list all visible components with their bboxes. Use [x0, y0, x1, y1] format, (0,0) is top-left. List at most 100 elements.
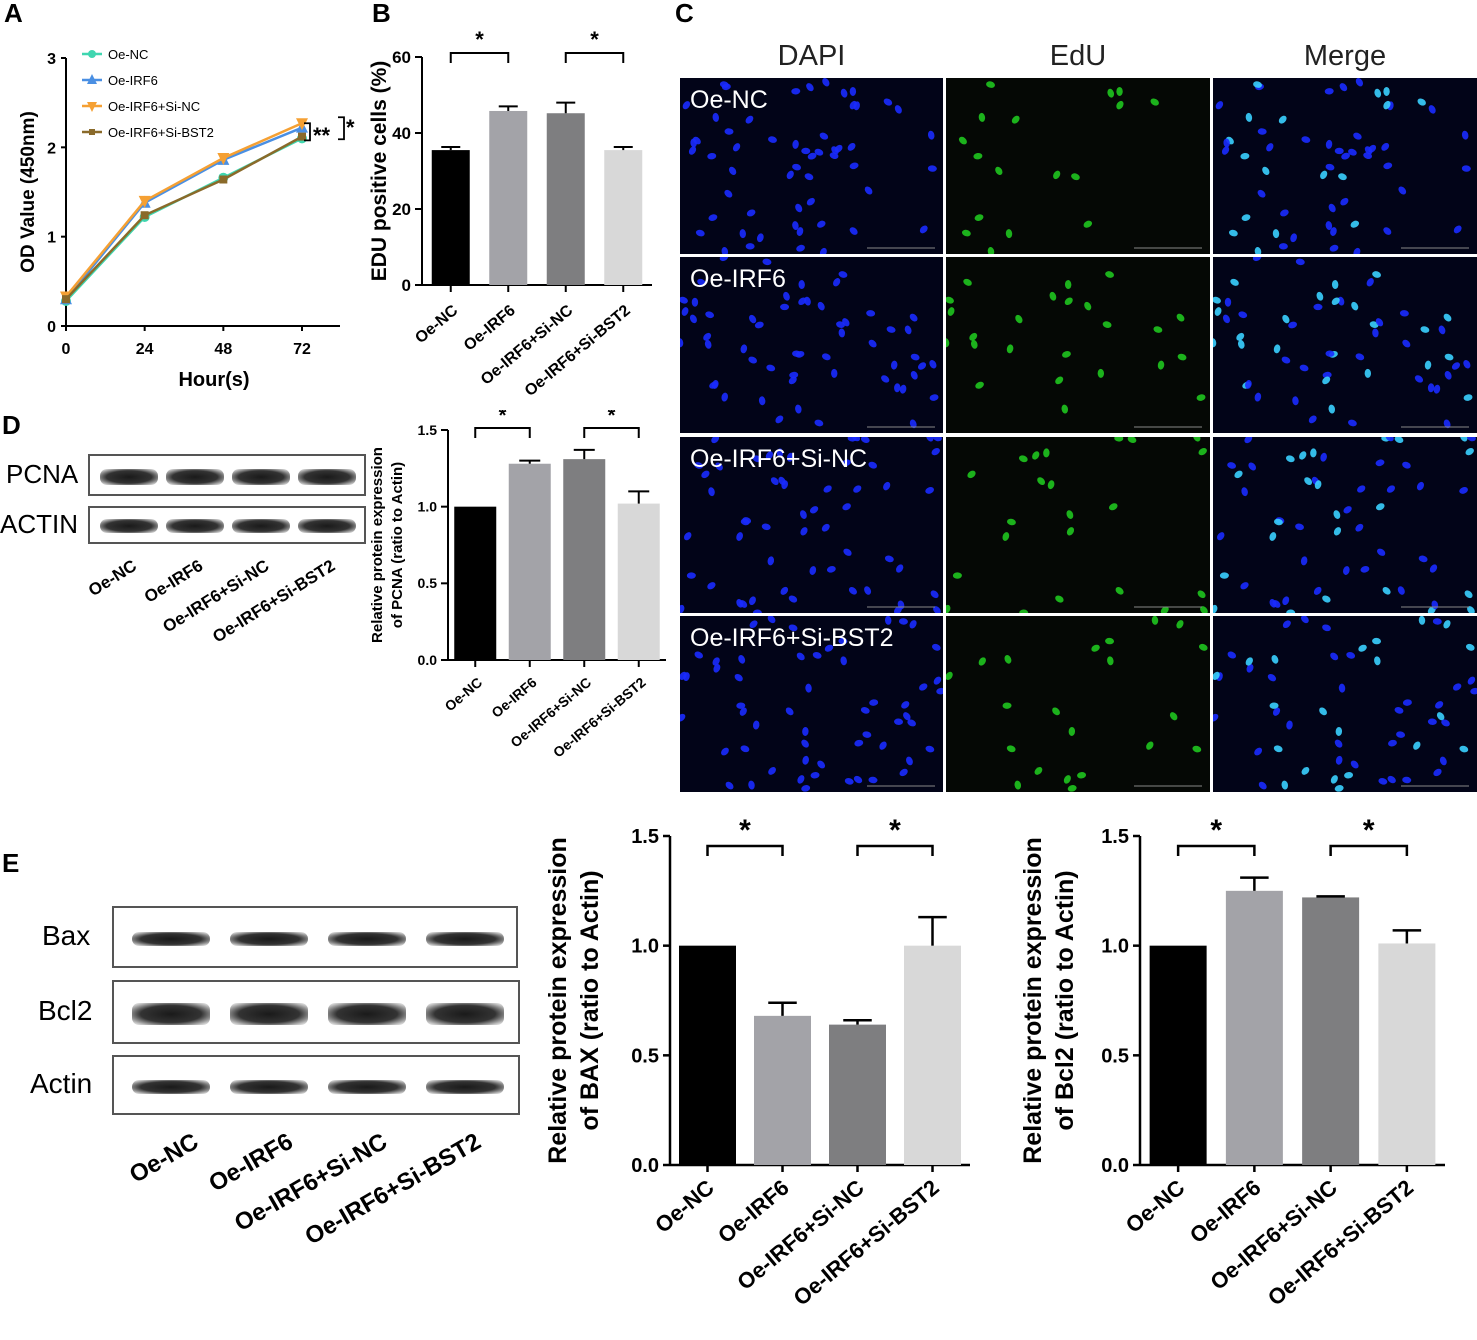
nucleus [749, 314, 757, 324]
nucleus [930, 590, 939, 599]
nucleus [1316, 291, 1324, 301]
nucleus [724, 189, 733, 198]
nucleus [1388, 739, 1397, 747]
x-tick-label: Oe-NC [1121, 1175, 1190, 1238]
nucleus [1240, 582, 1249, 590]
nucleus [1301, 616, 1309, 624]
nucleus [1348, 148, 1357, 156]
nucleus [1230, 278, 1239, 286]
nucleus [1368, 144, 1377, 153]
column-title-merge: Merge [1303, 40, 1387, 72]
nucleus [1234, 470, 1243, 479]
nucleus [740, 344, 748, 354]
nucleus [906, 756, 913, 766]
nucleus [736, 702, 746, 709]
nucleus [1334, 785, 1344, 792]
nucleus [849, 86, 857, 96]
nucleus [822, 78, 830, 87]
nucleus [926, 437, 934, 442]
nucleus [1064, 297, 1073, 306]
nucleus [694, 651, 703, 659]
nuclei-layer [680, 616, 943, 792]
bar [829, 1024, 886, 1165]
nucleus [712, 657, 720, 666]
nucleus [804, 173, 814, 181]
nucleus [854, 739, 864, 747]
nucleus [1402, 699, 1412, 706]
nucleus [919, 683, 928, 691]
nucleus [929, 360, 937, 369]
nucleus [1237, 339, 1245, 349]
significance-label: * [1210, 814, 1222, 847]
nucleus [1416, 481, 1425, 491]
nucleus [1043, 448, 1050, 458]
nucleus [791, 88, 801, 95]
protein-band [328, 1080, 406, 1094]
nucleus [1461, 130, 1469, 140]
x-tick-label: Oe-NC [412, 302, 461, 347]
nucleus [1105, 637, 1115, 645]
nucleus [1299, 364, 1309, 372]
nucleus [1320, 170, 1328, 180]
x-tick-label: Oe-IRF6+Si-NC [1205, 1175, 1341, 1295]
nucleus [1330, 775, 1338, 784]
significance-bracket [564, 52, 625, 63]
nucleus [1322, 624, 1331, 632]
nucleus [1378, 777, 1388, 785]
nuclei-layer [680, 437, 942, 613]
nucleus [749, 596, 756, 606]
nucleus [1066, 527, 1075, 536]
nucleus [1105, 271, 1114, 278]
y-tick-label: 0.0 [631, 1155, 659, 1177]
nucleus [1355, 78, 1364, 87]
bar [454, 506, 497, 660]
nucleus [909, 620, 917, 629]
nucleus [831, 368, 838, 378]
nucleus [1241, 214, 1251, 221]
nucleus [745, 115, 754, 124]
bar [546, 113, 585, 286]
nucleus [1274, 518, 1283, 526]
nucleus [1453, 225, 1462, 234]
data-point [62, 295, 70, 304]
pcna-bar-chart: 0.00.51.01.5Oe-NC Oe-IRF6Oe-IRF6+Si-NCOe-… [369, 410, 666, 761]
significance-bracket [1176, 844, 1256, 856]
nucleus [1007, 518, 1016, 526]
nucleus [1197, 590, 1206, 599]
y-tick-label: 1.0 [418, 499, 438, 515]
nucleus [691, 297, 699, 307]
nucleus [1071, 173, 1080, 181]
nucleus [1282, 620, 1291, 629]
nucleus [819, 132, 829, 140]
nucleus [1055, 376, 1064, 385]
nucleus [1011, 115, 1020, 124]
nucleus [1463, 394, 1473, 401]
nucleus [927, 165, 937, 172]
nucleus [1215, 101, 1224, 110]
nucleus [690, 138, 697, 148]
nucleus [728, 166, 737, 176]
nucleus [886, 326, 896, 333]
nucleus [1443, 313, 1452, 322]
nucleus [853, 485, 862, 493]
protein-band [166, 519, 224, 533]
nucleus [849, 100, 857, 110]
nucleus [1227, 651, 1237, 659]
bar [1302, 897, 1360, 1165]
nucleus [1097, 368, 1105, 378]
nucleus [795, 404, 802, 414]
nucleus [898, 618, 908, 625]
nucleus [824, 644, 834, 652]
nucleus [1107, 88, 1115, 98]
series-line [65, 137, 303, 302]
nucleus [1299, 451, 1307, 460]
nucleus [795, 203, 803, 213]
nucleus [1222, 314, 1230, 324]
nucleus [1116, 86, 1123, 96]
nucleus [834, 144, 843, 153]
nucleus [1394, 707, 1404, 714]
nucleus [1324, 88, 1334, 95]
nuclei-layer [1213, 437, 1476, 613]
nucleus [1381, 142, 1390, 151]
nucleus [869, 699, 879, 706]
